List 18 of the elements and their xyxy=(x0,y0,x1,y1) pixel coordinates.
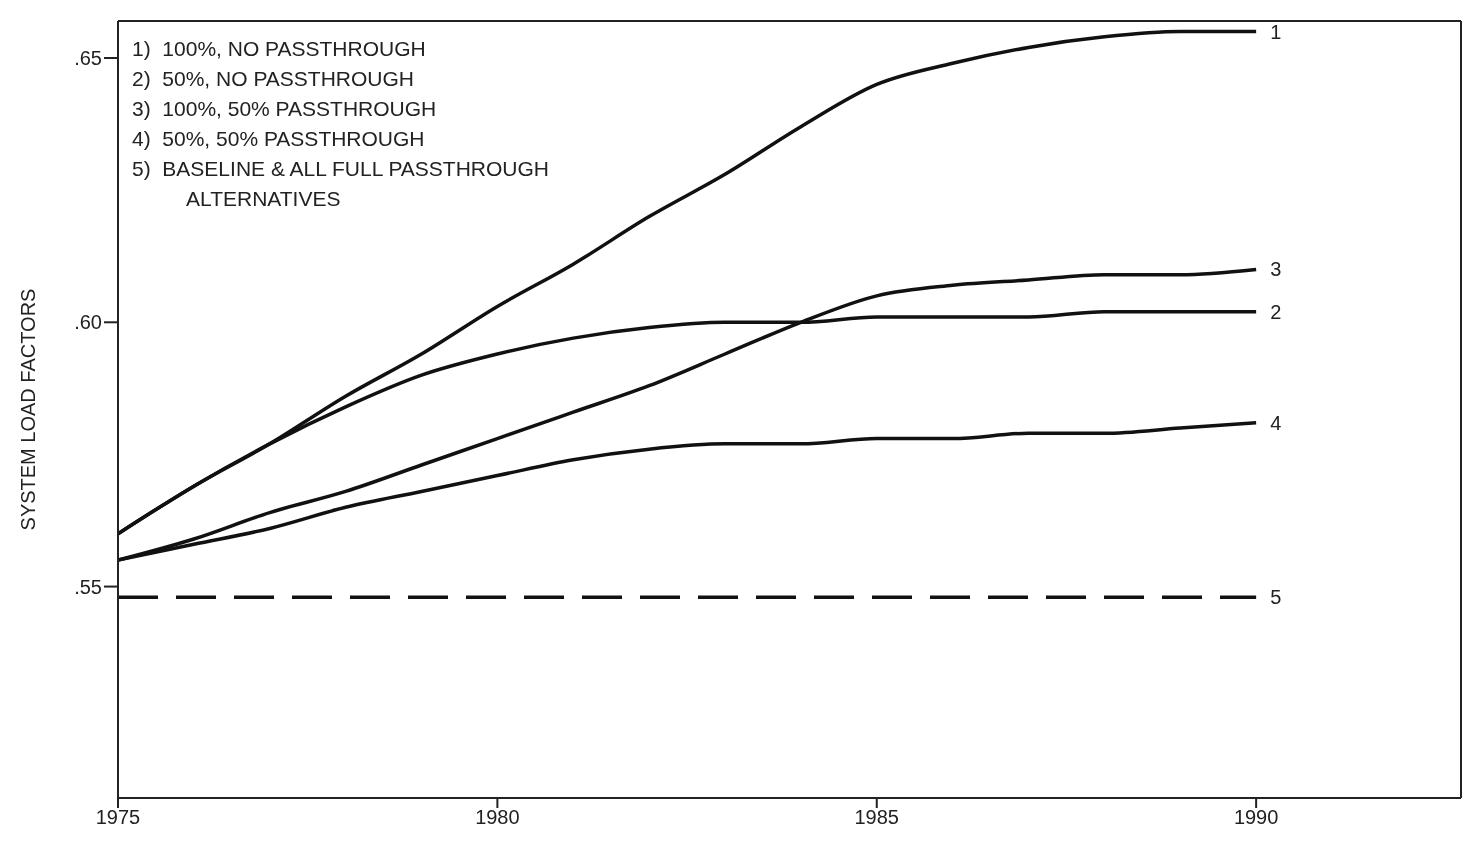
x-tick-label: 1980 xyxy=(475,806,520,829)
series-label: 2 xyxy=(1270,300,1282,323)
annotation: 1) 100%, NO PASSTHROUGH xyxy=(132,36,427,62)
x-tick-label: 1990 xyxy=(1233,806,1279,829)
series-label: 4 xyxy=(1270,411,1282,434)
y-tick-label: .60 xyxy=(74,311,102,334)
series-label: 3 xyxy=(1270,258,1282,281)
annotation: 5) BASELINE & ALL FULL PASSTHROUGH ALTERNATIVES xyxy=(132,156,551,212)
x-tick-label: 1975 xyxy=(95,806,141,829)
annotation: 3) 100%, 50% PASSTHROUGH xyxy=(132,96,438,122)
annotation: 2) 50%, NO PASSTHROUGH xyxy=(132,66,415,92)
series-label: 5 xyxy=(1270,586,1282,609)
y-tick-label: .55 xyxy=(74,575,102,598)
x-tick-label: 1985 xyxy=(854,806,900,829)
annotation: 4) 50%, 50% PASSTHROUGH xyxy=(132,126,426,152)
y-axis-title: SYSTEM LOAD FACTORS xyxy=(17,288,40,531)
y-tick-label: .65 xyxy=(74,47,102,70)
series-label: 1 xyxy=(1270,20,1282,43)
